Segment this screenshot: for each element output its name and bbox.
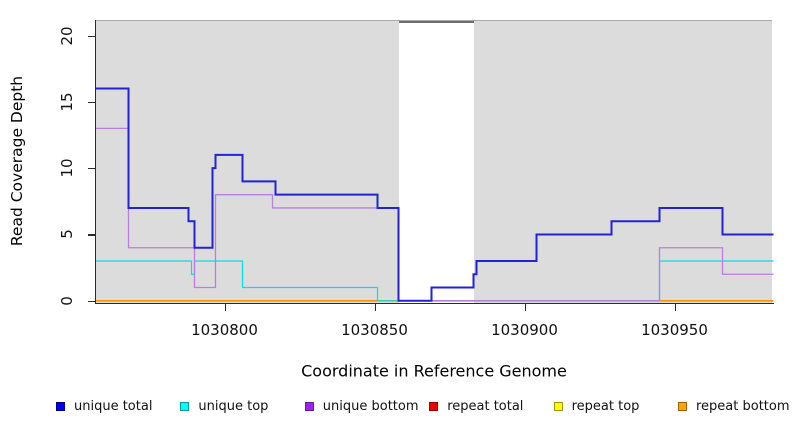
- y-tick-mark: [88, 168, 95, 170]
- x-tick-mark: [674, 304, 676, 311]
- x-tick-mark: [224, 304, 226, 311]
- x-tick-mark: [524, 304, 526, 311]
- legend-item-repeat-bottom: repeat bottom: [678, 398, 790, 414]
- y-tick-label: 15: [58, 92, 76, 112]
- y-tick-label: 5: [58, 229, 76, 240]
- repeat-mask-region: [398, 21, 474, 303]
- y-axis-line: [95, 20, 97, 304]
- x-axis-line: [95, 303, 774, 305]
- series-unique-bottom: [95, 127, 774, 302]
- legend-item-unique-top: unique top: [180, 398, 268, 414]
- y-axis-title: Read Coverage Depth: [8, 75, 26, 247]
- y-tick-mark: [88, 101, 95, 103]
- y-tick-label: 10: [58, 158, 76, 178]
- legend: unique total unique top unique bottom repea…: [0, 398, 792, 418]
- x-tick-label: 1030800: [191, 321, 258, 339]
- legend-swatch-icon: [56, 401, 65, 411]
- legend-swatch-icon: [553, 401, 563, 411]
- legend-swatch-icon: [429, 401, 439, 411]
- legend-label: unique total: [74, 398, 153, 414]
- legend-label: repeat bottom: [696, 398, 790, 414]
- legend-label: repeat total: [447, 398, 524, 414]
- x-tick-mark: [374, 304, 376, 311]
- legend-label: unique top: [198, 398, 269, 414]
- legend-item-unique-bottom: unique bottom: [304, 398, 419, 414]
- legend-label: unique bottom: [322, 398, 419, 414]
- legend-label: repeat top: [571, 398, 640, 414]
- plot-area: [96, 20, 772, 303]
- y-tick-mark: [88, 35, 95, 37]
- legend-item-repeat-total: repeat total: [429, 398, 523, 414]
- series-unique-top: [95, 260, 774, 302]
- series-unique-total: [95, 87, 774, 302]
- legend-swatch-icon: [678, 401, 687, 411]
- x-axis-title: Coordinate in Reference Genome: [301, 361, 567, 381]
- legend-swatch-icon: [180, 401, 190, 411]
- x-tick-label: 1030850: [341, 321, 408, 339]
- y-tick-label: 0: [58, 296, 76, 306]
- y-tick-label: 20: [58, 25, 76, 46]
- x-tick-label: 1030950: [641, 321, 708, 339]
- legend-swatch-icon: [304, 401, 314, 411]
- y-tick-mark: [88, 234, 95, 236]
- y-tick-mark: [88, 300, 95, 302]
- legend-item-repeat-top: repeat top: [553, 398, 640, 414]
- x-tick-label: 1030900: [491, 321, 558, 339]
- legend-item-unique-total: unique total: [56, 398, 152, 414]
